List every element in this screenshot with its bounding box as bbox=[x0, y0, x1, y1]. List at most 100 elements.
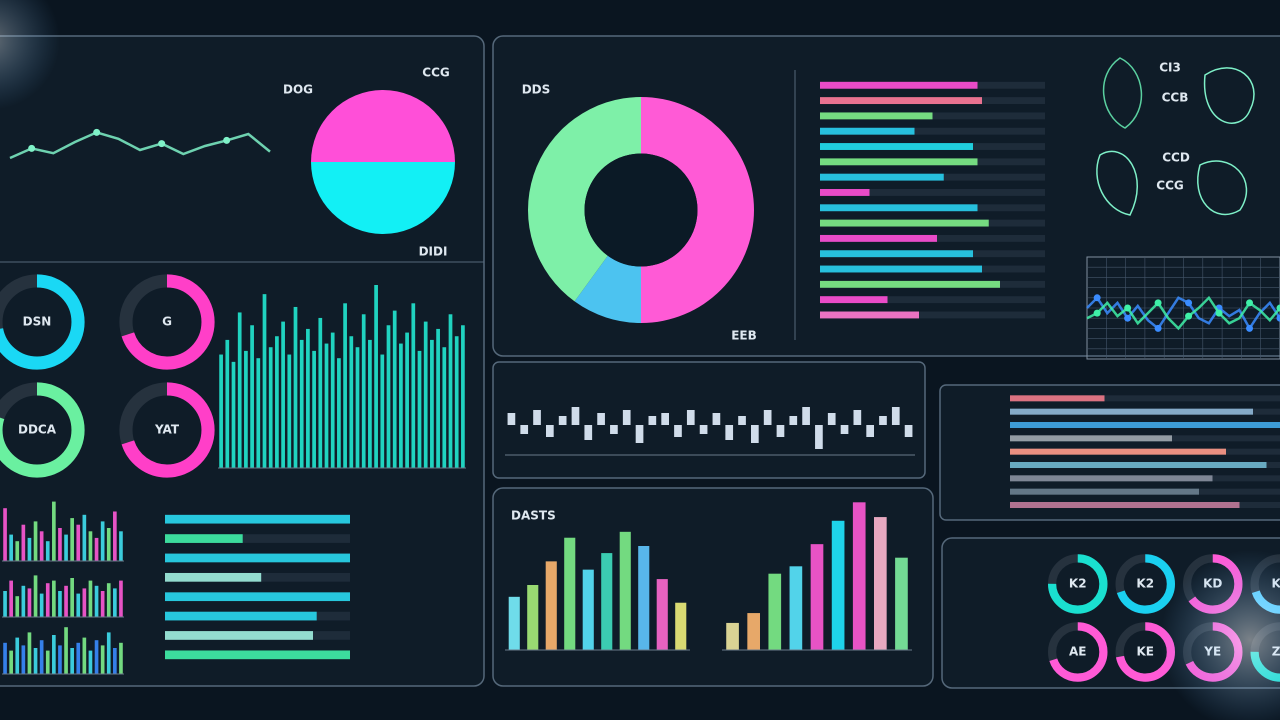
bar bbox=[355, 347, 360, 468]
point bbox=[158, 140, 166, 148]
bar bbox=[820, 158, 978, 166]
bar bbox=[879, 416, 887, 425]
bar bbox=[866, 425, 874, 437]
bar bbox=[33, 648, 38, 674]
bar bbox=[656, 579, 668, 650]
annotation: DDS bbox=[522, 83, 551, 97]
point bbox=[93, 128, 101, 136]
bar bbox=[100, 591, 105, 617]
bar bbox=[508, 596, 520, 650]
bar bbox=[1010, 488, 1199, 495]
bar bbox=[392, 310, 397, 468]
bar bbox=[165, 514, 350, 524]
bar bbox=[88, 580, 93, 617]
gauge-arc bbox=[1047, 554, 1108, 614]
bar bbox=[3, 642, 7, 674]
gauge-arc bbox=[119, 382, 215, 478]
bar bbox=[820, 296, 888, 304]
bar bbox=[584, 425, 593, 440]
bar bbox=[165, 553, 350, 563]
network-label: CCD bbox=[1162, 151, 1190, 165]
bar bbox=[1010, 395, 1105, 402]
bar bbox=[380, 354, 385, 468]
bar bbox=[250, 325, 254, 468]
bar bbox=[106, 583, 111, 617]
bar bbox=[237, 312, 242, 468]
bar bbox=[601, 553, 613, 650]
bar bbox=[374, 285, 378, 468]
bar bbox=[337, 358, 341, 468]
bar bbox=[70, 518, 74, 561]
bar bbox=[820, 189, 870, 196]
bar bbox=[165, 534, 243, 543]
bar bbox=[874, 517, 887, 650]
bar bbox=[768, 573, 782, 650]
point bbox=[1154, 299, 1162, 307]
bar bbox=[312, 350, 316, 468]
bar bbox=[820, 280, 1000, 288]
bar bbox=[64, 534, 68, 561]
bar bbox=[648, 416, 657, 425]
bar bbox=[368, 339, 372, 468]
point bbox=[1276, 304, 1280, 312]
bar bbox=[262, 294, 267, 468]
bar bbox=[635, 425, 644, 443]
point bbox=[1185, 299, 1193, 307]
bar bbox=[165, 650, 350, 660]
bar bbox=[256, 358, 261, 468]
bar bbox=[904, 425, 913, 437]
point bbox=[28, 144, 36, 152]
bar bbox=[1010, 448, 1226, 455]
light-glow bbox=[0, 0, 60, 110]
bar bbox=[330, 332, 335, 468]
bar bbox=[442, 347, 447, 468]
bar bbox=[106, 632, 111, 674]
bar bbox=[165, 592, 350, 602]
gauge-arc bbox=[119, 274, 215, 370]
point bbox=[1276, 314, 1280, 322]
bar bbox=[820, 127, 915, 135]
bar bbox=[113, 648, 117, 674]
bar bbox=[52, 501, 56, 561]
bar bbox=[597, 413, 605, 425]
gauge-label: K2 bbox=[1136, 577, 1154, 591]
gauge-label: K2 bbox=[1069, 577, 1087, 591]
bar bbox=[64, 585, 68, 617]
bar bbox=[58, 528, 62, 561]
bar bbox=[88, 531, 93, 561]
slice bbox=[528, 97, 641, 302]
bar bbox=[119, 580, 123, 617]
bar bbox=[39, 640, 44, 674]
bar bbox=[789, 566, 803, 650]
bar bbox=[520, 425, 529, 434]
bar bbox=[448, 314, 453, 468]
bar bbox=[789, 416, 798, 425]
bar bbox=[88, 650, 93, 674]
bar bbox=[100, 521, 105, 561]
network-diagram bbox=[1096, 57, 1255, 216]
bar bbox=[619, 531, 631, 650]
annotation: EEB bbox=[731, 329, 757, 343]
bar bbox=[831, 520, 845, 650]
bar bbox=[852, 502, 866, 650]
bar bbox=[891, 407, 900, 425]
bar bbox=[699, 425, 708, 434]
bar bbox=[820, 204, 978, 212]
bar-track bbox=[820, 189, 1045, 196]
bar bbox=[27, 588, 32, 617]
panel bbox=[492, 487, 934, 687]
bar bbox=[281, 321, 285, 468]
bar bbox=[820, 234, 937, 242]
bar bbox=[106, 528, 111, 561]
bar bbox=[582, 569, 594, 650]
bar-track bbox=[820, 296, 1045, 304]
gauge-label: AE bbox=[1069, 645, 1086, 659]
gauge-arc bbox=[0, 382, 85, 478]
bar bbox=[231, 361, 236, 468]
bar bbox=[507, 413, 516, 425]
bar bbox=[545, 561, 557, 650]
point bbox=[1124, 314, 1132, 322]
bar bbox=[610, 425, 618, 434]
bar bbox=[9, 534, 13, 561]
